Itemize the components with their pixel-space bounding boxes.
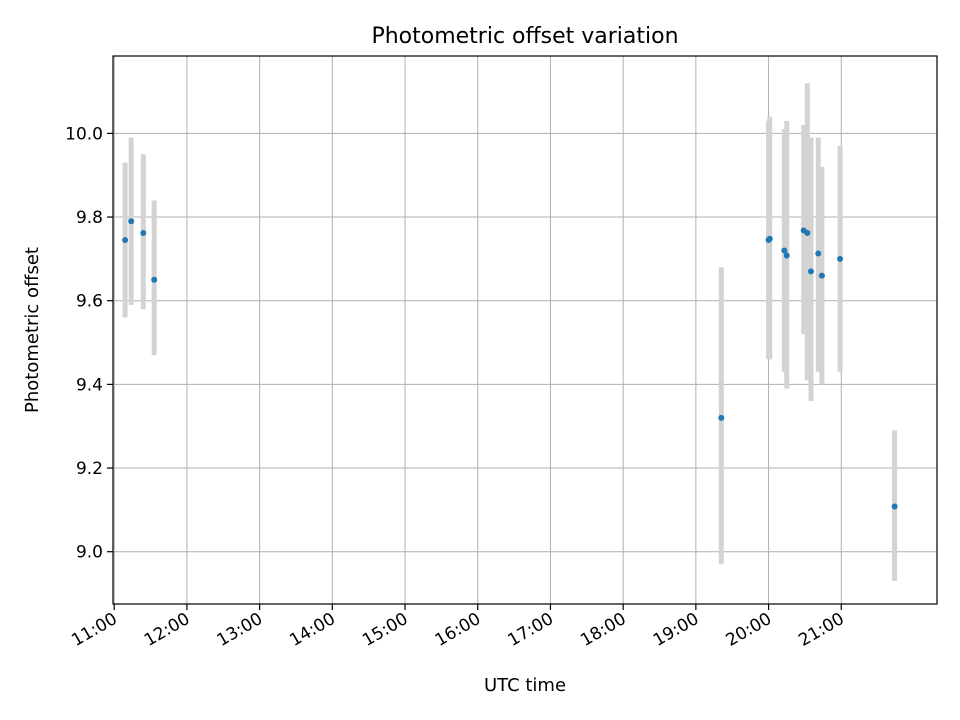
y-tick-label: 9.6 <box>76 292 103 312</box>
data-point <box>766 235 773 242</box>
data-point <box>122 237 129 244</box>
data-point <box>718 414 725 421</box>
data-point <box>781 247 788 254</box>
data-point <box>783 252 790 259</box>
data-point <box>151 276 158 283</box>
data-points <box>122 218 898 510</box>
y-axis-ticks: 9.0 9.2 9.4 9.6 9.8 10.0 <box>65 124 113 563</box>
data-point <box>891 503 898 510</box>
y-tick-label: 9.0 <box>76 543 103 563</box>
data-point <box>815 250 822 257</box>
chart-title: Photometric offset variation <box>371 24 678 49</box>
y-axis-label: Photometric offset <box>22 247 43 413</box>
plot-frame <box>112 55 938 605</box>
x-axis-label: UTC time <box>484 675 566 696</box>
y-tick-label: 9.8 <box>76 208 103 228</box>
y-tick-label: 9.4 <box>76 375 103 395</box>
data-point <box>818 272 825 279</box>
y-tick-label: 9.2 <box>76 459 103 479</box>
data-point <box>128 218 135 225</box>
data-point <box>804 229 811 236</box>
y-tick-label: 10.0 <box>65 124 103 144</box>
data-point <box>807 268 814 275</box>
data-point <box>140 229 147 236</box>
data-point <box>837 255 844 262</box>
